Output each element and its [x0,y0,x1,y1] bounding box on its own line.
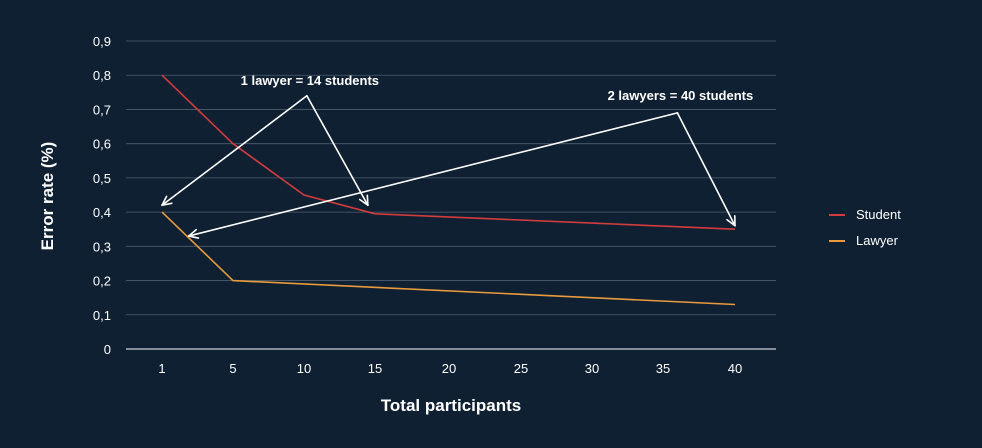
y-tick-label: 0,5 [93,171,111,186]
annotation-arrow-line [187,112,679,237]
x-tick-label: 20 [442,361,456,376]
y-tick-label: 0,2 [93,274,111,289]
x-axis-ticks: 1 5 10 15 20 25 30 35 40 [158,361,742,376]
y-tick-label: 0,4 [93,205,111,220]
series-lines [161,74,736,306]
annotation-arrowhead [358,194,369,207]
series-line-lawyer [161,211,736,306]
x-tick-label: 30 [585,361,599,376]
series-line-student [161,74,736,230]
annotation-arrowhead [187,228,200,239]
annotation-label: 2 lawyers = 40 students [608,88,754,103]
y-tick-label: 0,7 [93,102,111,117]
annotation-arrowhead [161,195,173,207]
x-tick-label: 10 [297,361,311,376]
x-tick-label: 15 [368,361,382,376]
annotation-arrow-line [161,94,308,207]
legend: Student Lawyer [829,207,901,248]
x-tick-label: 1 [158,361,165,376]
annotation-arrowhead [726,215,736,227]
x-tick-label: 25 [514,361,528,376]
y-axis-title: Error rate (%) [38,142,57,251]
annotation-arrow-line [306,94,369,207]
x-tick-label: 35 [656,361,670,376]
x-axis-title: Total participants [381,396,521,415]
legend-label-student: Student [856,207,901,222]
annotation-arrow-line [676,112,736,227]
x-tick-label: 5 [229,361,236,376]
annotations: 1 lawyer = 14 students 2 lawyers = 40 stu… [161,73,754,239]
y-tick-label: 0,6 [93,137,111,152]
y-tick-label: 0,8 [93,68,111,83]
annotation-label: 1 lawyer = 14 students [241,73,379,88]
y-tick-label: 0,9 [93,34,111,49]
y-axis-ticks: 0 0,1 0,2 0,3 0,4 0,5 0,6 0,7 0,8 0,9 [93,34,111,357]
legend-label-lawyer: Lawyer [856,233,899,248]
y-tick-label: 0,3 [93,239,111,254]
y-tick-label: 0,1 [93,308,111,323]
y-tick-label: 0 [104,342,111,357]
x-tick-label: 40 [728,361,742,376]
